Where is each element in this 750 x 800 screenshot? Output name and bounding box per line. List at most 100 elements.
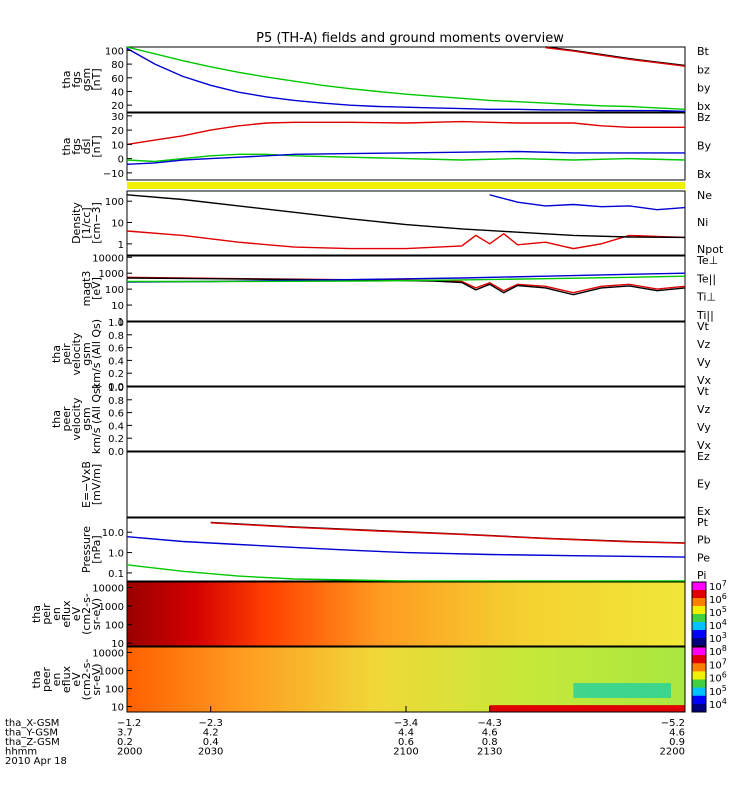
series-line-Pe bbox=[126, 564, 685, 582]
colorbar-segment bbox=[692, 582, 706, 591]
x-row-value: 3.7 bbox=[117, 728, 133, 739]
spectrogram-low-energy-band bbox=[489, 705, 685, 712]
x-row-value: 0.8 bbox=[482, 737, 498, 748]
panel-p6: 0.0 0.2 0.40.6 0.8 1.0 thapeervelocitygsmkm/s… bbox=[50, 383, 712, 458]
y-tick-label: 20 bbox=[111, 126, 124, 137]
y-tick-label: 0.0 bbox=[108, 447, 124, 458]
y-tick-label: 1.0 bbox=[108, 383, 124, 394]
legend-Vt: Vt bbox=[697, 385, 710, 398]
legend-Vz: Vz bbox=[697, 403, 711, 416]
y-axis-label: km/s (All Qs) bbox=[90, 319, 103, 389]
y-axis-label: tha bbox=[30, 605, 43, 623]
y-tick-label: 100 bbox=[105, 197, 124, 208]
y-tick-label: 1.0 bbox=[108, 549, 124, 560]
panel-frame-p6 bbox=[126, 386, 686, 452]
y-tick-label: 0.4 bbox=[108, 356, 124, 367]
y-tick-label: 1 bbox=[118, 240, 124, 251]
y-axis-label: peir bbox=[60, 343, 73, 365]
legend-Ti||: Ti|| bbox=[696, 309, 714, 322]
colorbar-frame bbox=[691, 581, 707, 647]
y-tick-label: 0.0 bbox=[108, 382, 124, 393]
colorbar-label: 104 bbox=[709, 618, 727, 632]
y-tick-label: 1000 bbox=[99, 269, 124, 280]
y-axis-label: magt3 bbox=[80, 271, 93, 307]
y-axis-label: velocity bbox=[70, 397, 83, 440]
legend-Bz: Bz bbox=[697, 111, 711, 124]
x-row-value: 4.4 bbox=[398, 728, 414, 739]
legend-Pe: Pe bbox=[697, 551, 710, 564]
series-line-Pb bbox=[210, 522, 686, 544]
spectrogram-p9 bbox=[127, 582, 685, 646]
y-axis-label: peir bbox=[40, 603, 53, 625]
spectrogram-cool-patch bbox=[573, 683, 672, 698]
y-axis-label: [nPa] bbox=[90, 535, 103, 563]
y-tick-label: 0.6 bbox=[108, 409, 124, 420]
chart-layer: 20406080100thafgsgsm[nT]Btbzbybx−1001020… bbox=[5, 45, 727, 767]
x-row-value: 0.4 bbox=[203, 737, 219, 748]
series-line-bx bbox=[126, 47, 686, 112]
y-axis-label: km/s (All Qs) bbox=[90, 384, 103, 454]
colorbar-segment bbox=[692, 614, 706, 623]
y-tick-label: 10.0 bbox=[102, 528, 124, 539]
y-axis-label: [mV/m] bbox=[90, 464, 103, 505]
colorbar-segment bbox=[692, 598, 706, 607]
y-axis-label: sr-eV) bbox=[90, 598, 103, 630]
y-tick-label: 0.6 bbox=[108, 344, 124, 355]
y-axis-label: en bbox=[50, 673, 63, 687]
x-row-label: tha_X-GSM bbox=[5, 718, 59, 729]
legend-bz: bz bbox=[697, 63, 710, 76]
legend-Ez: Ez bbox=[697, 450, 710, 463]
y-axis-label: fgs bbox=[70, 71, 83, 88]
date-label: 2010 Apr 18 bbox=[5, 756, 67, 767]
x-row-value: −1.2 bbox=[117, 718, 141, 729]
y-axis-label: velocity bbox=[70, 332, 83, 375]
y-tick-label: 100 bbox=[105, 285, 124, 296]
y-axis-label: tha bbox=[50, 345, 63, 363]
y-tick-label: 40 bbox=[111, 87, 124, 98]
y-tick-label: 0.8 bbox=[108, 331, 124, 342]
colorbar-segment bbox=[692, 630, 706, 639]
colorbar-exponent: 6 bbox=[722, 592, 727, 601]
legend-Npot: Npot bbox=[697, 243, 724, 256]
x-row-value: −4.3 bbox=[478, 718, 502, 729]
y-tick-label: 30 bbox=[111, 112, 124, 123]
y-tick-label: 60 bbox=[111, 74, 124, 85]
y-axis-label: peer bbox=[40, 667, 53, 693]
x-row-value: 0.6 bbox=[398, 737, 414, 748]
colorbar-segment bbox=[692, 655, 706, 664]
x-row-label: hhmm bbox=[5, 747, 37, 758]
y-tick-label: 1 bbox=[118, 317, 124, 328]
x-row-value: 4.2 bbox=[203, 728, 219, 739]
panel-frame-p8 bbox=[126, 517, 686, 582]
legend-Bt: Bt bbox=[697, 45, 710, 58]
x-row-value: 0.9 bbox=[669, 737, 685, 748]
colorbar-label: 107 bbox=[709, 579, 727, 593]
colorbar-exponent: 6 bbox=[722, 671, 727, 680]
y-tick-label: 0.2 bbox=[108, 434, 124, 445]
y-tick-label: 10 bbox=[111, 301, 124, 312]
series-line-by bbox=[126, 46, 686, 110]
y-tick-label: 1000 bbox=[99, 666, 124, 677]
y-tick-label: 100 bbox=[105, 621, 124, 632]
chart-title: P5 (TH-A) fields and ground moments over… bbox=[256, 31, 564, 46]
panel-frame-p3 bbox=[126, 190, 686, 256]
y-tick-label: 80 bbox=[111, 60, 124, 71]
y-tick-label: 10 bbox=[111, 219, 124, 230]
y-tick-label: 0.1 bbox=[108, 569, 124, 580]
y-tick-label: 0.4 bbox=[108, 421, 124, 432]
y-axis-label: (cm2-s- bbox=[80, 593, 93, 635]
y-axis-label: tha bbox=[50, 410, 63, 428]
colorbar-label: 103 bbox=[709, 631, 727, 645]
y-axis-label: Pressure bbox=[80, 526, 93, 573]
x-row-value: 4.6 bbox=[669, 728, 685, 739]
x-row-value: 0.2 bbox=[117, 737, 133, 748]
y-tick-label: 100 bbox=[105, 46, 124, 57]
legend-bx: bx bbox=[697, 100, 711, 113]
y-axis-label: Density bbox=[70, 202, 83, 244]
colorbar-label: 106 bbox=[709, 592, 727, 606]
y-tick-label: 0.2 bbox=[108, 369, 124, 380]
